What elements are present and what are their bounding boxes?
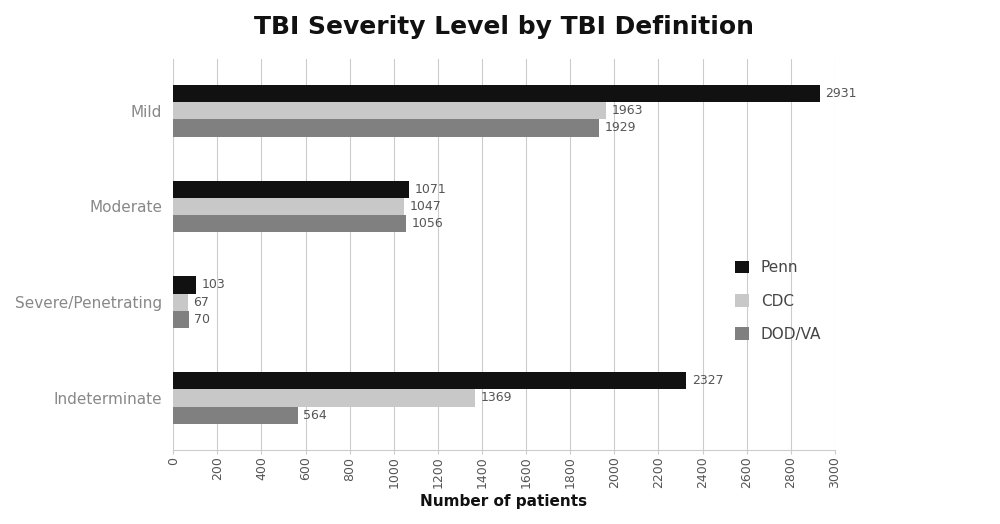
Text: 1369: 1369	[481, 391, 512, 405]
Text: 1056: 1056	[412, 217, 443, 230]
Bar	[173, 85, 820, 102]
Bar	[173, 215, 406, 232]
Text: 1071: 1071	[415, 183, 447, 195]
Text: 1929: 1929	[604, 122, 636, 135]
Bar	[173, 389, 475, 407]
Bar	[173, 181, 409, 198]
Text: 67: 67	[194, 296, 209, 309]
Bar	[173, 293, 188, 311]
Text: 2327: 2327	[692, 374, 724, 387]
Bar	[173, 198, 404, 215]
Text: 2931: 2931	[825, 87, 857, 100]
Bar	[173, 276, 196, 293]
Text: 1047: 1047	[410, 200, 441, 213]
Text: 564: 564	[303, 409, 327, 422]
Bar	[173, 102, 606, 119]
X-axis label: Number of patients: Number of patients	[420, 494, 588, 509]
Bar	[173, 311, 189, 328]
Title: TBI Severity Level by TBI Definition: TBI Severity Level by TBI Definition	[254, 15, 754, 39]
Text: 103: 103	[201, 278, 225, 291]
Bar	[173, 119, 599, 137]
Text: 1963: 1963	[612, 104, 643, 117]
Bar	[173, 372, 686, 389]
Text: 70: 70	[194, 313, 210, 326]
Legend: Penn, CDC, DOD/VA: Penn, CDC, DOD/VA	[729, 254, 827, 348]
Bar	[173, 407, 298, 424]
